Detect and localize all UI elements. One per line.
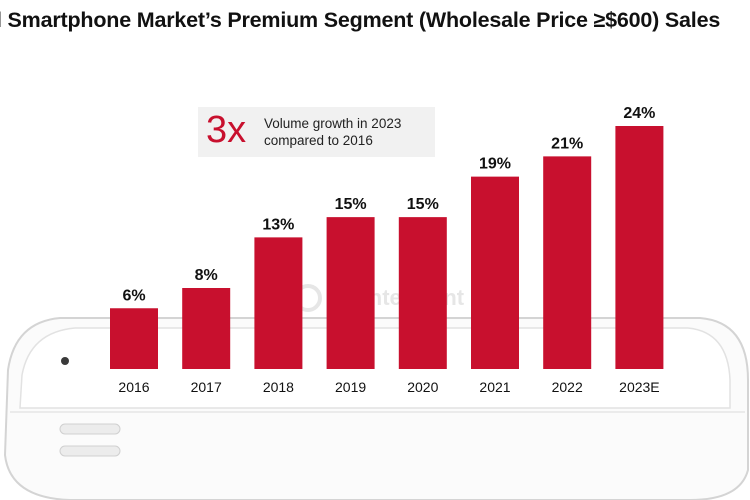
bar-2023E (615, 126, 664, 369)
x-tick-label-2020: 2020 (407, 379, 438, 395)
data-label-2017: 8% (195, 267, 218, 284)
x-tick-label-2023E: 2023E (619, 379, 659, 395)
x-tick-label-2018: 2018 (263, 379, 294, 395)
data-label-2016: 6% (122, 287, 145, 304)
growth-callout: 3x Volume growth in 2023 compared to 201… (198, 107, 435, 157)
callout-multiplier: 3x (206, 109, 247, 151)
data-label-2023E: 24% (623, 105, 655, 122)
data-label-2020: 15% (407, 196, 439, 213)
bar-2021 (471, 176, 519, 369)
bar-2022 (543, 156, 592, 369)
data-label-2018: 13% (262, 216, 294, 233)
bar-2017 (182, 288, 231, 369)
data-label-2019: 15% (335, 196, 367, 213)
bar-series (110, 126, 664, 369)
bar-2020 (398, 217, 447, 369)
bar-2016 (110, 308, 158, 369)
x-tick-label-2021: 2021 (479, 379, 510, 395)
data-label-2021: 19% (479, 156, 511, 173)
chart-title: l Smartphone Market’s Premium Segment (W… (0, 8, 721, 32)
callout-text: Volume growth in 2023 compared to 2016 (264, 116, 402, 148)
phone-camera-icon (61, 357, 69, 365)
phone-side-button (59, 445, 121, 457)
data-labels: 6% 8% 13% 15% 15% 19% 21% 24% (122, 105, 655, 304)
x-tick-label-2016: 2016 (118, 379, 149, 395)
x-tick-label-2019: 2019 (335, 379, 366, 395)
data-label-2022: 21% (551, 135, 583, 152)
phone-side-button (59, 423, 121, 435)
x-tick-label-2017: 2017 (191, 379, 222, 395)
x-tick-label-2022: 2022 (552, 379, 583, 395)
bar-2018 (254, 237, 303, 369)
bar-2019 (326, 217, 375, 369)
x-axis-labels: 2016 2017 2018 2019 2020 2021 2022 2023E (118, 379, 659, 395)
